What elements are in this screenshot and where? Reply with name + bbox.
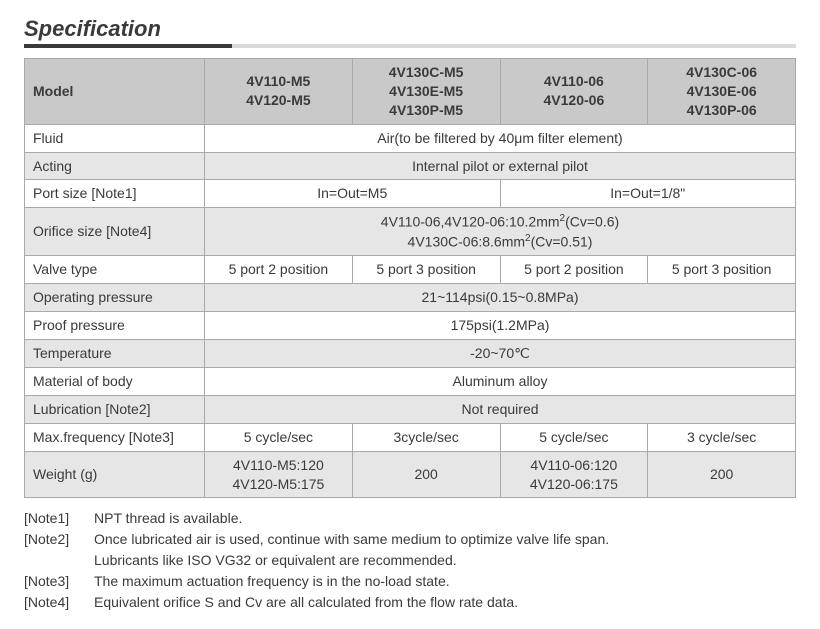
row-label: Acting <box>25 152 205 180</box>
title-underline <box>24 44 796 48</box>
table-cell: 175psi(1.2MPa) <box>205 312 796 340</box>
note-tag: [Note3] <box>24 571 94 592</box>
table-cell: 5 cycle/sec <box>205 423 353 451</box>
row-label: Fluid <box>25 124 205 152</box>
note-text: The maximum actuation frequency is in th… <box>94 571 450 592</box>
table-cell: 3cycle/sec <box>352 423 500 451</box>
col-header-line: 4V130E-06 <box>656 82 787 101</box>
col-header-line: 4V130C-M5 <box>361 63 492 82</box>
table-cell: 4V110-06:1204V120-06:175 <box>500 451 648 498</box>
col-header-3: 4V130C-064V130E-064V130P-06 <box>648 59 796 125</box>
row-label: Operating pressure <box>25 284 205 312</box>
note-row: [Note2]Once lubricated air is used, cont… <box>24 529 796 550</box>
col-header-line: 4V130P-06 <box>656 101 787 120</box>
table-cell: 4V110-M5:1204V120-M5:175 <box>205 451 353 498</box>
col-header-1: 4V130C-M54V130E-M54V130P-M5 <box>352 59 500 125</box>
row-label: Max.frequency [Note3] <box>25 423 205 451</box>
col-header-line: 4V120-06 <box>509 91 640 110</box>
table-row: Lubrication [Note2]Not required <box>25 395 796 423</box>
table-row: Valve type5 port 2 position5 port 3 posi… <box>25 256 796 284</box>
note-tag: [Note4] <box>24 592 94 613</box>
note-row: [Note3]The maximum actuation frequency i… <box>24 571 796 592</box>
table-cell: Not required <box>205 395 796 423</box>
table-cell: 5 port 2 position <box>205 256 353 284</box>
col-header-line: 4V120-M5 <box>213 91 344 110</box>
underline-light <box>232 44 796 48</box>
col-header-line: 4V130P-M5 <box>361 101 492 120</box>
notes-block: [Note1]NPT thread is available.[Note2]On… <box>24 508 796 613</box>
table-cell: 200 <box>352 451 500 498</box>
col-header-0: 4V110-M54V120-M5 <box>205 59 353 125</box>
row-label: Proof pressure <box>25 312 205 340</box>
table-row: FluidAir(to be filtered by 40μm filter e… <box>25 124 796 152</box>
table-row: ActingInternal pilot or external pilot <box>25 152 796 180</box>
col-header-line: 4V110-M5 <box>213 72 344 91</box>
table-cell: Air(to be filtered by 40μm filter elemen… <box>205 124 796 152</box>
table-cell: Internal pilot or external pilot <box>205 152 796 180</box>
table-head: Model 4V110-M54V120-M5 4V130C-M54V130E-M… <box>25 59 796 125</box>
heading-block: Specification <box>24 16 796 48</box>
table-cell: 21~114psi(0.15~0.8MPa) <box>205 284 796 312</box>
table-row: Orifice size [Note4]4V110-06,4V120-06:10… <box>25 208 796 256</box>
col-header-line: 4V130C-06 <box>656 63 787 82</box>
note-row: [Note4]Equivalent orifice S and Cv are a… <box>24 592 796 613</box>
table-row: Port size [Note1]In=Out=M5In=Out=1/8" <box>25 180 796 208</box>
table-cell: 5 port 3 position <box>352 256 500 284</box>
page-title: Specification <box>24 16 161 44</box>
table-cell: 200 <box>648 451 796 498</box>
table-cell: 5 port 2 position <box>500 256 648 284</box>
table-cell: 5 cycle/sec <box>500 423 648 451</box>
table-row: Weight (g)4V110-M5:1204V120-M5:1752004V1… <box>25 451 796 498</box>
row-label: Lubrication [Note2] <box>25 395 205 423</box>
row-label: Valve type <box>25 256 205 284</box>
table-cell: 3 cycle/sec <box>648 423 796 451</box>
table-cell: In=Out=1/8" <box>500 180 796 208</box>
table-row: Operating pressure21~114psi(0.15~0.8MPa) <box>25 284 796 312</box>
table-cell: 4V110-06,4V120-06:10.2mm2(Cv=0.6)4V130C-… <box>205 208 796 256</box>
note-text: Lubricants like ISO VG32 or equivalent a… <box>94 550 457 571</box>
model-header: Model <box>25 59 205 125</box>
row-label: Orifice size [Note4] <box>25 208 205 256</box>
note-row: Lubricants like ISO VG32 or equivalent a… <box>24 550 796 571</box>
table-cell: -20~70℃ <box>205 340 796 368</box>
row-label: Temperature <box>25 340 205 368</box>
note-text: Once lubricated air is used, continue wi… <box>94 529 609 550</box>
table-row: Material of bodyAluminum alloy <box>25 368 796 396</box>
note-text: NPT thread is available. <box>94 508 242 529</box>
col-header-line: 4V130E-M5 <box>361 82 492 101</box>
table-cell: Aluminum alloy <box>205 368 796 396</box>
spec-table: Model 4V110-M54V120-M5 4V130C-M54V130E-M… <box>24 58 796 498</box>
note-tag: [Note1] <box>24 508 94 529</box>
table-row: Temperature-20~70℃ <box>25 340 796 368</box>
table-cell: 5 port 3 position <box>648 256 796 284</box>
underline-dark <box>24 44 232 48</box>
col-header-line: 4V110-06 <box>509 72 640 91</box>
row-label: Material of body <box>25 368 205 396</box>
table-cell: In=Out=M5 <box>205 180 501 208</box>
note-text: Equivalent orifice S and Cv are all calc… <box>94 592 518 613</box>
row-label: Port size [Note1] <box>25 180 205 208</box>
note-tag <box>24 550 94 571</box>
note-tag: [Note2] <box>24 529 94 550</box>
col-header-2: 4V110-064V120-06 <box>500 59 648 125</box>
table-row: Max.frequency [Note3]5 cycle/sec3cycle/s… <box>25 423 796 451</box>
table-body: FluidAir(to be filtered by 40μm filter e… <box>25 124 796 498</box>
row-label: Weight (g) <box>25 451 205 498</box>
note-row: [Note1]NPT thread is available. <box>24 508 796 529</box>
table-row: Proof pressure175psi(1.2MPa) <box>25 312 796 340</box>
